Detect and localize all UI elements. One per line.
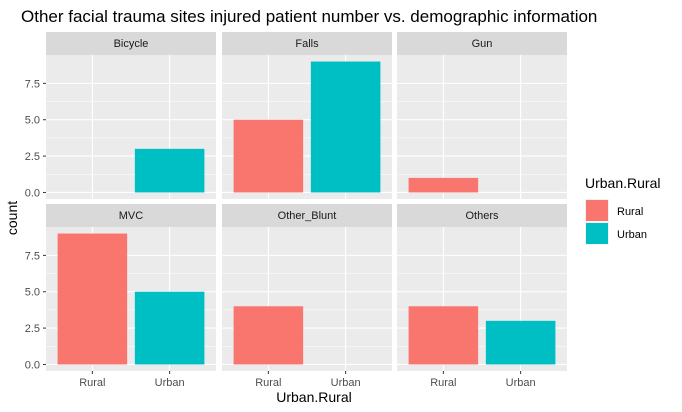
facet-strip (46, 204, 216, 227)
facet-strip-label: Falls (295, 38, 319, 50)
y-tick-label: 5.0 (25, 287, 40, 299)
y-tick-label: 2.5 (25, 151, 40, 163)
facet-strip (397, 204, 567, 227)
chart-title: Other facial trauma sites injured patien… (21, 7, 597, 26)
bar-rural (408, 306, 479, 365)
facet-panel: Other_Blunt Rural Urban (222, 204, 392, 389)
legend-title: Urban.Rural (585, 175, 660, 191)
x-tick-label: Rural (79, 377, 105, 389)
bar-urban (485, 320, 556, 365)
legend-swatch-rural (586, 200, 608, 221)
facet-panel: Bicycle 0.0 2.5 5.0 7.5 (25, 32, 216, 199)
facet-strip (397, 32, 567, 55)
y-tick-label: 0.0 (25, 359, 40, 371)
x-tick-label: Urban (155, 377, 185, 389)
y-tick-label: 7.5 (25, 250, 40, 262)
legend-label: Rural (617, 206, 643, 218)
plot-background (397, 55, 567, 199)
y-tick-label: 2.5 (25, 323, 40, 335)
facet-strip (46, 32, 216, 55)
y-tick-label: 7.5 (25, 78, 40, 90)
facet-panel: Gun (397, 32, 567, 199)
facet-panel: Others Rural Urban (397, 204, 567, 389)
x-tick-label: Urban (506, 377, 536, 389)
facet-strip-label: Others (465, 210, 499, 222)
facet-strip-label: Other_Blunt (278, 210, 337, 222)
facet-strip-label: Gun (472, 38, 493, 50)
facet-panel: MVC 0.0 2.5 5.0 7.5 Rural Urban (25, 204, 216, 389)
facet-strip-label: MVC (119, 210, 144, 222)
facet-strip (222, 32, 392, 55)
y-tick-label: 0.0 (25, 187, 40, 199)
facet-panels: Bicycle 0.0 2.5 5.0 7.5 Falls Gun MVC 0.0 2.5 5.0 7… (25, 32, 567, 389)
facet-strip-label: Bicycle (114, 38, 149, 50)
bar-urban (134, 148, 205, 193)
bar-rural (233, 119, 304, 193)
bar-urban (134, 291, 205, 365)
x-tick-label: Urban (331, 377, 361, 389)
x-axis-title: Urban.Rural (276, 389, 351, 405)
legend-swatch-urban (586, 223, 608, 244)
x-tick-label: Rural (255, 377, 281, 389)
legend: Urban.Rural Rural Urban (585, 175, 660, 245)
bar-rural (408, 177, 479, 193)
y-axis-title: count (4, 201, 20, 235)
facet-panel: Falls (222, 32, 392, 199)
facet-strip (222, 204, 392, 227)
legend-label: Urban (617, 229, 647, 241)
bar-rural (233, 306, 304, 365)
x-tick-label: Rural (430, 377, 456, 389)
bar-urban (310, 61, 381, 193)
y-tick-label: 5.0 (25, 115, 40, 127)
bar-rural (57, 233, 128, 365)
